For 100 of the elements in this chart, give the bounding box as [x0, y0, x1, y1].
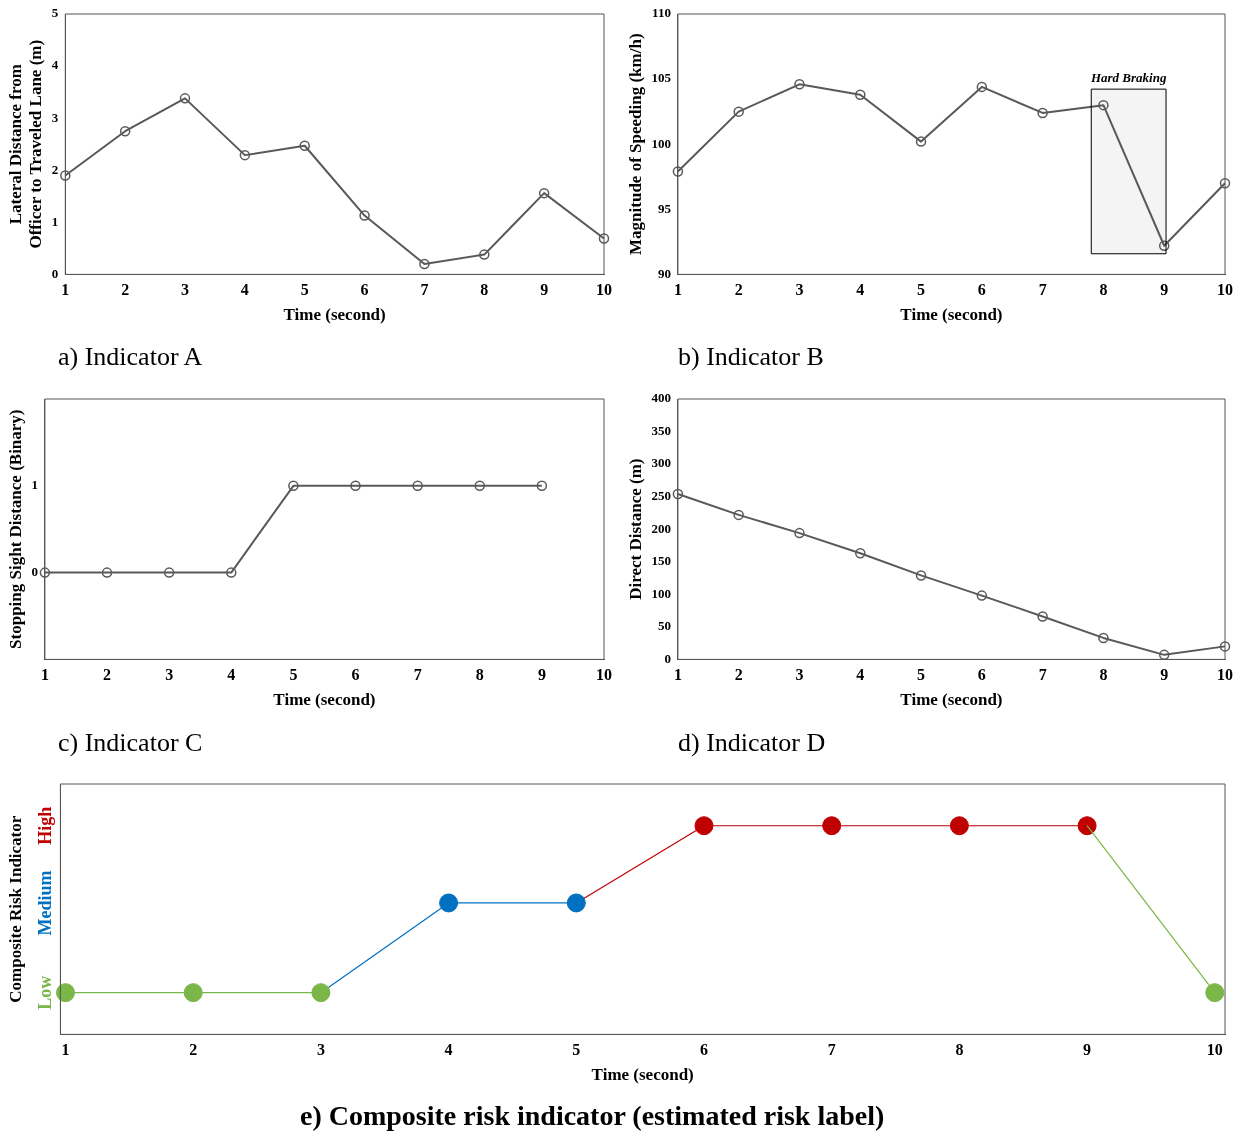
x-tick-label: 8	[480, 281, 489, 299]
x-tick-label: 4	[856, 666, 865, 684]
y-axis-title: Direct Distance (m)	[625, 458, 645, 600]
y-tick-label: 4	[51, 57, 59, 73]
point	[239, 149, 251, 161]
point	[855, 548, 866, 559]
point	[915, 570, 927, 581]
point	[733, 106, 744, 117]
x-tick-label: 6	[977, 281, 986, 299]
x-tick-label: 6	[699, 1041, 708, 1059]
point	[672, 166, 684, 177]
point	[359, 210, 370, 221]
x-tick-label: 3	[795, 666, 804, 684]
point	[1037, 611, 1048, 622]
x-tick-label: 6	[360, 281, 369, 299]
point	[299, 140, 310, 152]
point	[419, 258, 430, 270]
point	[179, 93, 191, 104]
x-tick-label: 2	[121, 281, 130, 299]
point	[1219, 178, 1231, 189]
y-tick-label: 400	[651, 390, 671, 406]
x-axis-title: Time (second)	[283, 305, 386, 325]
x-tick-label: 3	[181, 281, 190, 299]
point	[1098, 632, 1109, 644]
x-tick-label: 9	[1083, 1041, 1092, 1059]
y-tick-label: 1	[51, 213, 59, 229]
x-axis-title: Time (second)	[591, 1065, 694, 1085]
text: b) Indicator B	[678, 342, 824, 372]
y-axis-title: Lateral Distance from Officer to Traveled Lane (m)	[5, 39, 45, 249]
point	[538, 187, 550, 199]
point	[976, 590, 988, 601]
x-tick-label: 10	[596, 666, 612, 684]
y-tick-label: 250	[651, 488, 671, 504]
y-tick-label: 300	[651, 455, 671, 471]
point	[976, 81, 988, 93]
point	[794, 527, 805, 539]
y-tick-label: 90	[657, 265, 671, 281]
x-tick-label: 8	[475, 666, 484, 684]
y-axis-title: Composite Risk Indicator	[5, 815, 25, 1003]
x-tick-label: 9	[537, 666, 546, 684]
x-tick-label: 4	[444, 1041, 453, 1059]
x-tick-label: 5	[300, 281, 309, 299]
x-tick-label: 5	[917, 281, 926, 299]
x-tick-label: 5	[289, 666, 298, 684]
x-tick-label: 5	[917, 666, 926, 684]
text: Low	[35, 975, 56, 1010]
y-tick-label: 0	[31, 563, 38, 579]
point	[479, 249, 490, 260]
y-tick-label: 100	[651, 585, 671, 601]
y-tick-label: 350	[651, 422, 671, 438]
x-tick-label: 10	[596, 281, 612, 299]
point	[1037, 107, 1048, 119]
text: c) Indicator C	[58, 728, 203, 758]
x-axis-title: Time (second)	[900, 690, 1003, 710]
text: d) Indicator D	[678, 728, 826, 758]
x-tick-label: 8	[1099, 666, 1108, 684]
x-tick-label: 10	[1217, 281, 1233, 299]
y-tick-label: 5	[51, 5, 59, 21]
y-axis-title: Magnitude of Speeding (km/h)	[625, 33, 645, 255]
text: Medium	[35, 870, 56, 936]
point	[794, 79, 805, 90]
text: a) Indicator A	[58, 342, 203, 372]
x-tick-label: 7	[827, 1041, 836, 1059]
x-tick-label: 7	[1038, 281, 1047, 299]
text: High	[35, 806, 56, 845]
point	[1098, 99, 1109, 111]
x-tick-label: 8	[955, 1041, 964, 1059]
x-tick-label: 3	[795, 281, 804, 299]
text: e) Composite risk indicator (estimated risk label)	[300, 1100, 885, 1132]
y-tick-label: 105	[651, 70, 672, 86]
point	[1158, 240, 1170, 252]
x-tick-label: 6	[351, 666, 360, 684]
band-label: Hard Braking	[1089, 70, 1167, 85]
x-axis-title: Time (second)	[273, 690, 376, 710]
x-tick-label: 2	[103, 666, 112, 684]
x-tick-label: 3	[316, 1041, 325, 1059]
y-tick-label: 95	[657, 200, 672, 216]
x-tick-label: 2	[189, 1041, 198, 1059]
x-tick-label: 7	[420, 281, 429, 299]
x-tick-label: 8	[1099, 281, 1108, 299]
x-tick-label: 9	[1160, 666, 1169, 684]
point	[119, 125, 131, 137]
x-tick-label: 4	[856, 281, 865, 299]
y-tick-label: 0	[664, 650, 671, 666]
y-tick-label: 110	[652, 5, 671, 21]
point	[598, 233, 610, 244]
point	[672, 488, 684, 500]
point	[733, 509, 744, 521]
x-tick-label: 10	[1206, 1041, 1223, 1059]
point	[1219, 641, 1231, 652]
x-tick-label: 2	[734, 281, 743, 299]
x-tick-label: 9	[1160, 281, 1169, 299]
point	[915, 136, 927, 147]
x-tick-label: 7	[1038, 666, 1047, 684]
x-tick-label: 7	[413, 666, 422, 684]
y-tick-label: 150	[651, 553, 671, 569]
y-tick-label: 3	[51, 109, 59, 125]
x-tick-label: 4	[240, 281, 249, 299]
point	[855, 89, 866, 100]
x-tick-label: 6	[977, 666, 986, 684]
